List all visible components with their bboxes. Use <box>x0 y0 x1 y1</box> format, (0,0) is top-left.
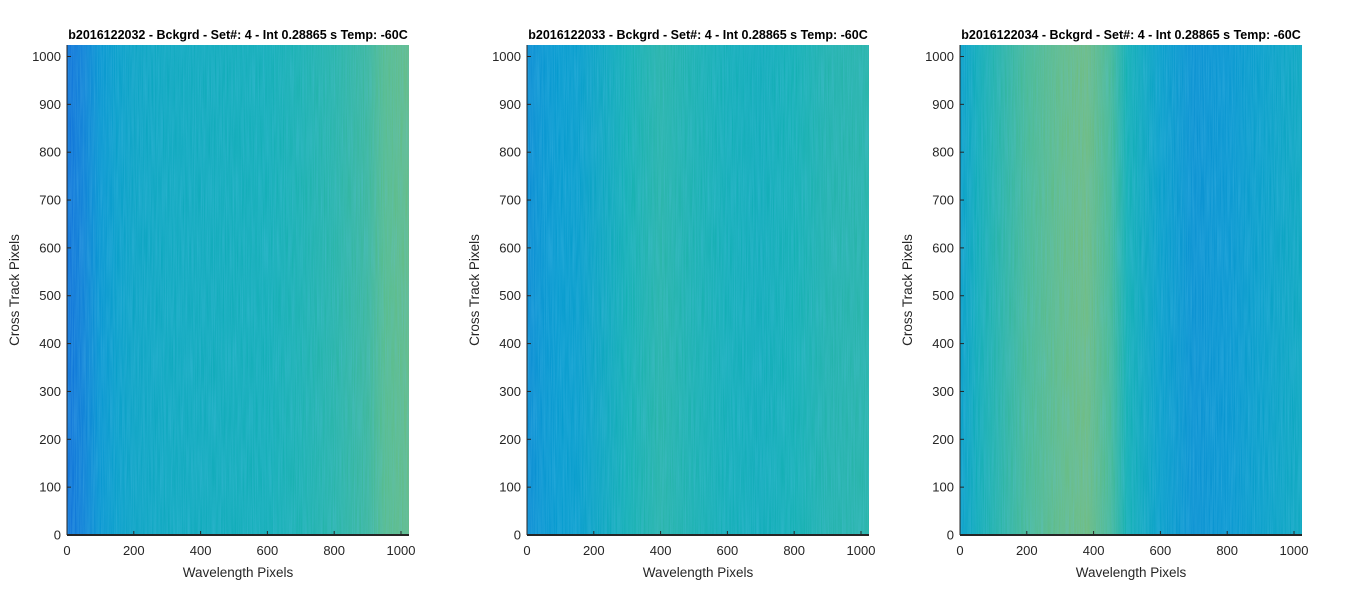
y-tick-label: 0 <box>54 528 61 543</box>
y-tick-label: 400 <box>932 336 954 351</box>
y-tick-label: 200 <box>39 432 61 447</box>
y-tick-label: 500 <box>499 288 521 303</box>
x-tick-label: 200 <box>123 543 145 558</box>
x-tick-label: 0 <box>956 543 963 558</box>
y-axis-label: Cross Track Pixels <box>467 234 482 346</box>
y-tick-label: 0 <box>947 528 954 543</box>
heatmap-texture <box>960 45 1302 535</box>
y-tick-label: 800 <box>499 145 521 160</box>
x-tick-label: 1000 <box>387 543 416 558</box>
x-tick-label: 400 <box>190 543 212 558</box>
x-tick-label: 400 <box>650 543 672 558</box>
y-tick-label: 800 <box>39 145 61 160</box>
x-tick-label: 1000 <box>1280 543 1309 558</box>
x-tick-label: 200 <box>1016 543 1038 558</box>
y-tick-label: 600 <box>932 240 954 255</box>
y-tick-label: 300 <box>39 384 61 399</box>
panel-3: 0 200 400 600 800 1000 0 100 200 300 400 500 600 700 8… <box>900 28 1308 580</box>
x-axis-label: Wavelength Pixels <box>1076 565 1187 580</box>
x-tick-label: 200 <box>583 543 605 558</box>
heatmap-texture <box>67 45 409 535</box>
y-tick-label: 700 <box>932 193 954 208</box>
x-tick-label: 800 <box>323 543 345 558</box>
x-tick-label: 0 <box>63 543 70 558</box>
y-tick-label: 800 <box>932 145 954 160</box>
x-tick-label: 600 <box>257 543 279 558</box>
y-tick-label: 400 <box>499 336 521 351</box>
y-tick-label: 900 <box>932 97 954 112</box>
y-tick-label: 500 <box>932 288 954 303</box>
y-tick-label: 600 <box>499 240 521 255</box>
y-tick-label: 100 <box>39 480 61 495</box>
chart-title: b2016122033 - Bckgrd - Set#: 4 - Int 0.2… <box>528 28 868 42</box>
x-tick-label: 600 <box>1150 543 1172 558</box>
y-tick-label: 300 <box>499 384 521 399</box>
y-tick-label: 500 <box>39 288 61 303</box>
heatmap-texture <box>527 45 869 535</box>
chart-title: b2016122032 - Bckgrd - Set#: 4 - Int 0.2… <box>68 28 408 42</box>
y-tick-label: 200 <box>499 432 521 447</box>
y-tick-label: 300 <box>932 384 954 399</box>
x-tick-label: 600 <box>717 543 739 558</box>
y-tick-label: 200 <box>932 432 954 447</box>
x-axis-label: Wavelength Pixels <box>183 565 294 580</box>
x-tick-label: 0 <box>523 543 530 558</box>
x-axis-label: Wavelength Pixels <box>643 565 754 580</box>
y-tick-label: 100 <box>499 480 521 495</box>
y-tick-label: 900 <box>499 97 521 112</box>
y-tick-label: 700 <box>39 193 61 208</box>
y-axis-label: Cross Track Pixels <box>7 234 22 346</box>
x-tick-label: 800 <box>783 543 805 558</box>
x-tick-label: 400 <box>1083 543 1105 558</box>
y-tick-label: 1000 <box>925 49 954 64</box>
y-tick-label: 1000 <box>492 49 521 64</box>
y-axis-label: Cross Track Pixels <box>900 234 915 346</box>
panel-2: 0 200 400 600 800 1000 0 100 200 300 400 500 600 700 8… <box>467 28 875 580</box>
y-tick-label: 900 <box>39 97 61 112</box>
panel-1: 0 200 400 600 800 1000 0 100 200 300 400 500 600 700 8… <box>7 28 415 580</box>
x-tick-label: 800 <box>1216 543 1238 558</box>
y-tick-label: 0 <box>514 528 521 543</box>
y-tick-label: 400 <box>39 336 61 351</box>
x-tick-label: 1000 <box>847 543 876 558</box>
y-tick-label: 1000 <box>32 49 61 64</box>
y-tick-label: 100 <box>932 480 954 495</box>
y-tick-label: 600 <box>39 240 61 255</box>
y-tick-label: 700 <box>499 193 521 208</box>
chart-title: b2016122034 - Bckgrd - Set#: 4 - Int 0.2… <box>961 28 1301 42</box>
